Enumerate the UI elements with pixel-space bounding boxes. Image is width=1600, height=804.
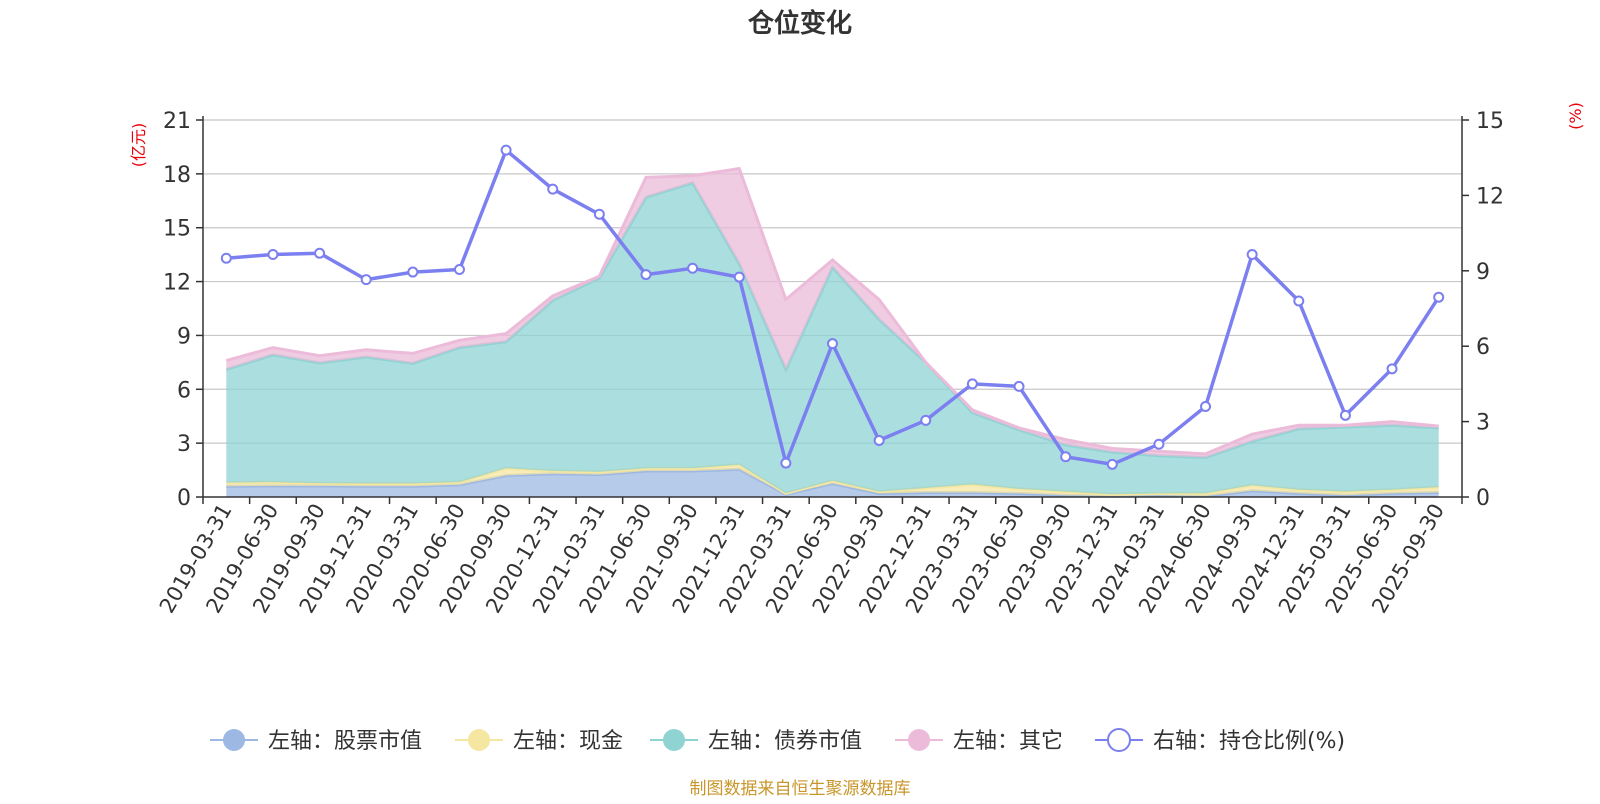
other-area-edge bbox=[225, 166, 1439, 456]
stock-value-area bbox=[226, 469, 1439, 497]
legend-holding-ratio[interactable]: 右轴：持仓比例(%) bbox=[1095, 728, 1345, 754]
holding-ratio-point[interactable] bbox=[407, 266, 419, 278]
right-tick-label: 9 bbox=[1476, 260, 1490, 285]
holding-ratio-point[interactable] bbox=[314, 247, 326, 259]
legend-marker-icon bbox=[663, 729, 685, 751]
cash-area bbox=[226, 464, 1439, 497]
holding-ratio-point[interactable] bbox=[1339, 409, 1351, 421]
holding-ratio-point[interactable] bbox=[593, 208, 605, 220]
right-axis-unit: (%) bbox=[1566, 102, 1585, 130]
left-tick-label: 12 bbox=[163, 271, 191, 296]
right-tick-label: 0 bbox=[1476, 486, 1490, 511]
holding-ratio-point[interactable] bbox=[1153, 438, 1165, 450]
legend-label: 右轴：持仓比例(%) bbox=[1153, 729, 1345, 754]
right-tick-label: 12 bbox=[1476, 184, 1504, 209]
legend: 左轴：股票市值 左轴：现金 左轴：债券市值 左轴：其它 右轴：持仓比例(%) bbox=[210, 728, 1345, 754]
holding-ratio-point[interactable] bbox=[873, 434, 885, 446]
right-tick-label: 3 bbox=[1476, 411, 1490, 436]
holding-ratio-point[interactable] bbox=[500, 144, 512, 156]
left-tick-label: 21 bbox=[163, 109, 191, 134]
left-tick-label: 3 bbox=[177, 432, 191, 457]
left-axis-unit: (亿元) bbox=[129, 123, 148, 168]
legend-cash[interactable]: 左轴：现金 bbox=[455, 729, 623, 754]
chart-title: 仓位变化 bbox=[747, 8, 852, 39]
left-tick-label: 18 bbox=[163, 163, 191, 188]
holding-ratio-point[interactable] bbox=[733, 271, 745, 283]
legend-stock-value[interactable]: 左轴：股票市值 bbox=[210, 729, 422, 754]
legend-other[interactable]: 左轴：其它 bbox=[895, 729, 1063, 754]
left-tick-label: 9 bbox=[177, 324, 191, 349]
legend-marker-icon bbox=[1107, 728, 1131, 752]
line-series-layer bbox=[220, 144, 1445, 470]
holding-ratio-point[interactable] bbox=[1246, 248, 1258, 260]
holding-ratio-point[interactable] bbox=[966, 378, 978, 390]
holding-ratio-point[interactable] bbox=[1386, 363, 1398, 375]
legend-label: 左轴：现金 bbox=[513, 729, 623, 754]
holding-ratio-point[interactable] bbox=[360, 274, 372, 286]
area-series-layer bbox=[225, 166, 1439, 498]
holding-ratio-point[interactable] bbox=[547, 183, 559, 195]
holding-ratio-point[interactable] bbox=[453, 264, 465, 276]
holding-ratio-point[interactable] bbox=[687, 262, 699, 274]
holding-ratio-point[interactable] bbox=[1293, 295, 1305, 307]
legend-marker-icon bbox=[468, 729, 490, 751]
right-tick-label: 15 bbox=[1476, 109, 1504, 134]
legend-marker-icon bbox=[908, 729, 930, 751]
left-tick-label: 0 bbox=[177, 486, 191, 511]
holding-ratio-point[interactable] bbox=[1013, 380, 1025, 392]
legend-label: 左轴：债券市值 bbox=[708, 729, 862, 754]
left-tick-label: 15 bbox=[163, 217, 191, 242]
holding-ratio-point[interactable] bbox=[1433, 291, 1445, 303]
holding-ratio-point[interactable] bbox=[920, 414, 932, 426]
holding-ratio-point[interactable] bbox=[1200, 401, 1212, 413]
holding-ratio-point[interactable] bbox=[220, 252, 232, 264]
legend-bond-value[interactable]: 左轴：债券市值 bbox=[650, 729, 862, 754]
holding-ratio-point[interactable] bbox=[827, 338, 838, 350]
legend-label: 左轴：其它 bbox=[953, 729, 1063, 754]
holding-ratio-point[interactable] bbox=[1106, 458, 1118, 470]
legend-label: 左轴：股票市值 bbox=[268, 729, 422, 754]
holding-ratio-point[interactable] bbox=[640, 269, 652, 281]
holding-ratio-point[interactable] bbox=[780, 457, 792, 469]
footer-source: 制图数据来自恒生聚源数据库 bbox=[690, 779, 911, 799]
holding-ratio-point[interactable] bbox=[1060, 451, 1072, 463]
holding-ratio-point[interactable] bbox=[267, 248, 279, 260]
right-tick-label: 6 bbox=[1476, 335, 1490, 360]
legend-marker-icon bbox=[223, 729, 245, 751]
left-tick-label: 6 bbox=[177, 378, 191, 403]
